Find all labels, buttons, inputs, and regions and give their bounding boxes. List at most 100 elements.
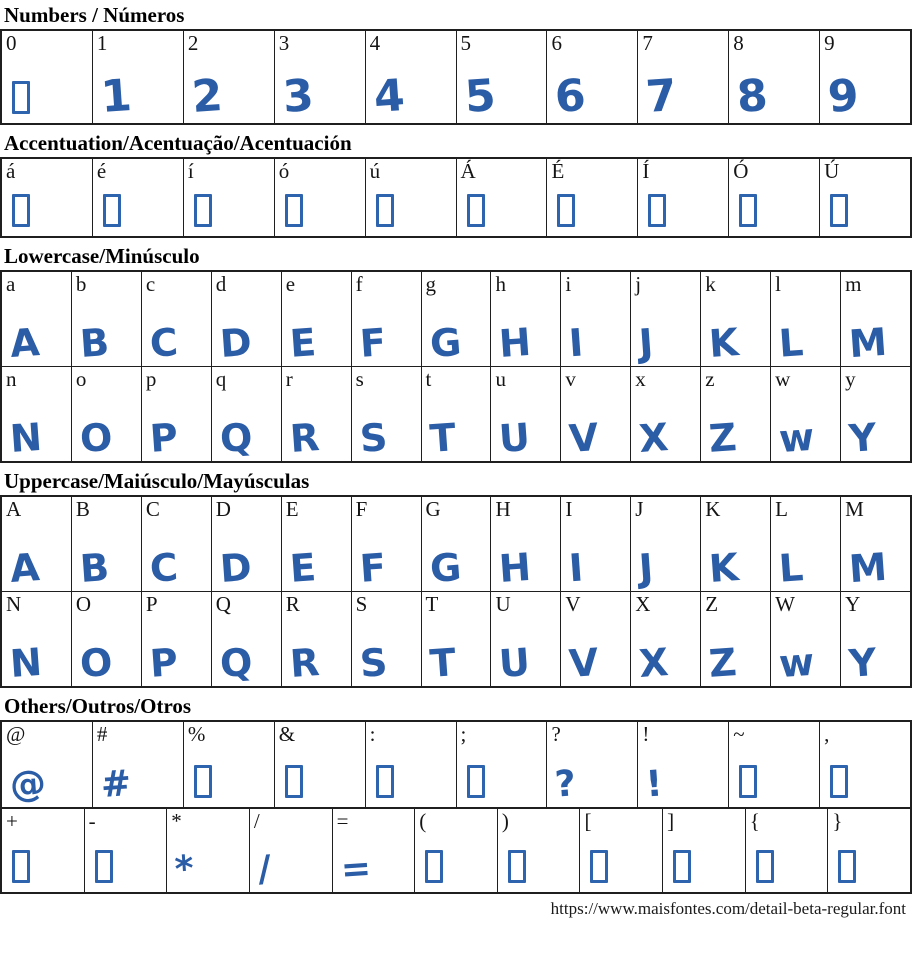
glyph-sample: 5 (462, 70, 496, 124)
glyph-cell: [ (579, 809, 662, 893)
glyph-sample: w (777, 414, 815, 462)
cell-label: & (278, 722, 296, 747)
glyph-sample: S (358, 640, 388, 686)
cell-label: 6 (551, 31, 562, 56)
cell-label: : (369, 722, 376, 747)
cell-label: o (75, 367, 87, 392)
cell-label: Z (705, 592, 719, 617)
glyph-sample: # (99, 763, 132, 807)
cell-label: = (336, 809, 349, 834)
cell-label: r (285, 367, 293, 392)
missing-glyph-box (739, 765, 758, 799)
cell-label: l (775, 272, 781, 297)
cell-label: S (355, 592, 368, 617)
glyph-sample: Z (707, 640, 738, 686)
glyph-sample: / (256, 848, 272, 891)
glyph-sample: I (567, 545, 585, 591)
glyph-sample: N (8, 640, 43, 687)
cell-label: ] (667, 809, 675, 834)
glyph-sample: O (78, 415, 113, 462)
glyph-sample: F (358, 545, 387, 591)
cell-label: 2 (187, 31, 199, 56)
cell-label: @ (6, 722, 26, 747)
cell-label: ? (551, 722, 561, 747)
cell-label: f (355, 272, 363, 297)
missing-glyph-box (284, 194, 303, 228)
cell-label: n (6, 367, 17, 392)
cell-label: k (705, 272, 716, 297)
cell-label: Ó (733, 159, 749, 184)
missing-glyph-box (755, 850, 774, 884)
cell-label: ú (369, 159, 381, 184)
glyph-sample: w (777, 639, 815, 687)
glyph-cell: ó (273, 159, 365, 237)
cell-label: ( (419, 809, 427, 834)
glyph-sample: 9 (826, 70, 860, 124)
cell-label: u (495, 367, 506, 392)
glyph-sample: ? (553, 763, 577, 806)
section-title-lowercase: Lowercase/Minúsculo (4, 244, 200, 269)
glyph-sample: 2 (190, 70, 224, 124)
cell-label: h (495, 272, 506, 297)
glyph-sample: A (8, 545, 40, 592)
glyph-sample: 1 (99, 70, 133, 124)
glyph-cell: : (364, 722, 456, 808)
glyph-cell: % (182, 722, 274, 808)
glyph-cell: ú (364, 159, 456, 237)
glyph-sample: B (78, 320, 110, 366)
cell-label: Ú (824, 159, 840, 184)
glyph-sample: * (173, 848, 195, 891)
glyph-cell: Á (455, 159, 547, 237)
cell-label: [ (584, 809, 592, 834)
cell-label: z (705, 367, 715, 392)
cell-label: J (635, 497, 644, 522)
cell-label: Í (642, 159, 650, 184)
glyph-sample: T (428, 640, 456, 686)
glyph-sample: M (847, 544, 888, 592)
missing-glyph-box (425, 850, 444, 884)
glyph-sample: 7 (644, 70, 678, 124)
font-specimen-sheet: Numbers / Números 0 1 1 2 2 3 3 4 4 5 5 6 6 7 7 8 8 9 9 Acce… (0, 4, 916, 895)
cell-label: í (187, 159, 194, 184)
cell-label: w (775, 367, 791, 392)
cell-label: L (775, 497, 788, 522)
cell-label: G (425, 497, 441, 522)
glyph-cell: # # (91, 722, 183, 808)
glyph-sample: V (567, 640, 600, 687)
cell-label: / (253, 809, 260, 834)
cell-label: Á (460, 159, 476, 184)
cell-label: X (635, 592, 651, 617)
cell-label: é (96, 159, 107, 184)
